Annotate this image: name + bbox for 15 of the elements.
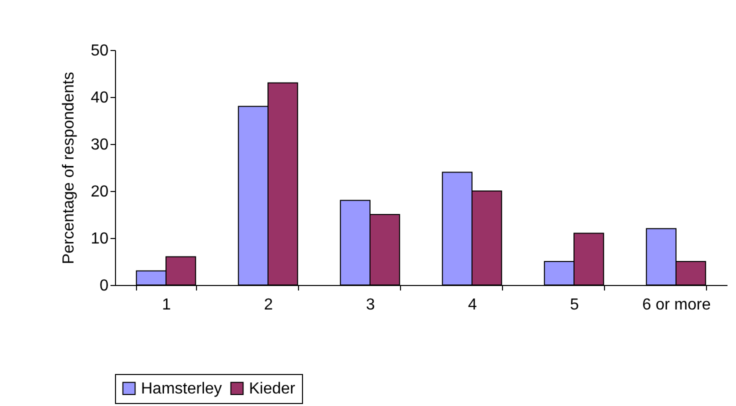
legend-label: Hamsterley bbox=[141, 380, 222, 398]
y-tick-label: 20 bbox=[90, 184, 109, 200]
y-axis-title: Percentage of respondents bbox=[60, 72, 78, 264]
y-tick-label: 40 bbox=[90, 90, 109, 106]
x-tick-label: 6 or more bbox=[642, 296, 711, 314]
legend-label: Kieder bbox=[249, 380, 296, 398]
x-tick-label: 1 bbox=[162, 296, 172, 314]
y-tick-label: 0 bbox=[100, 278, 109, 294]
x-tick-label: 2 bbox=[264, 296, 274, 314]
x-tick-label: 3 bbox=[366, 296, 376, 314]
x-tick-label: 4 bbox=[468, 296, 478, 314]
y-tick-label: 50 bbox=[90, 42, 109, 60]
y-tick-label: 30 bbox=[90, 136, 109, 154]
y-tick-label: 10 bbox=[90, 230, 109, 248]
x-tick-label: 5 bbox=[570, 296, 580, 314]
